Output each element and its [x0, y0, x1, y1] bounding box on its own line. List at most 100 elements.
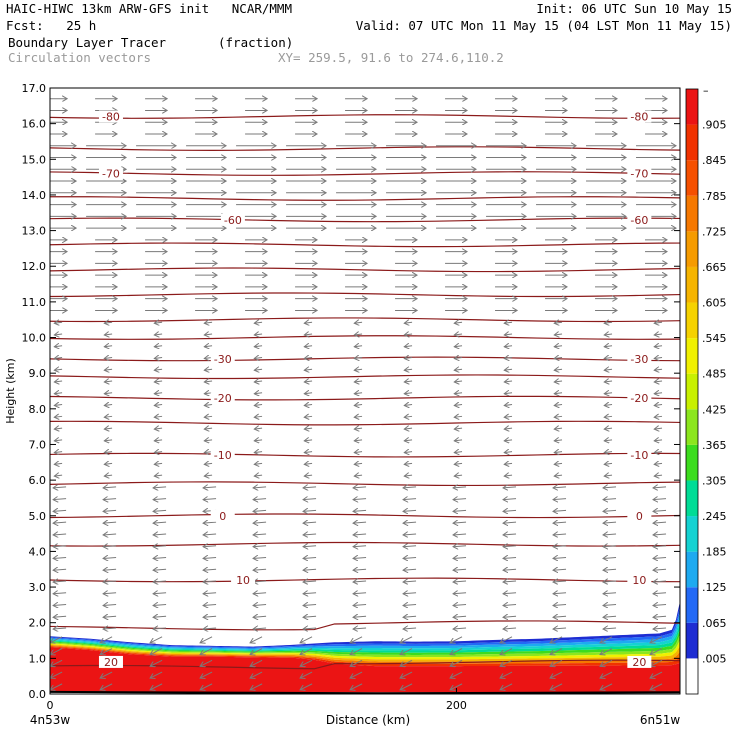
vector-arrow: [554, 452, 563, 453]
vector-arrow: [454, 463, 463, 464]
vector-arrow: [303, 499, 317, 500]
vector-arrow: [354, 475, 363, 476]
vector-arrow: [204, 463, 213, 464]
vector-arrow: [504, 381, 513, 382]
vector-arrow: [454, 452, 463, 453]
vector-arrow: [153, 522, 167, 523]
vector-arrow: [653, 534, 667, 535]
vector-arrow: [553, 487, 567, 488]
vector-arrow: [104, 381, 113, 382]
contour-label: 20: [632, 656, 646, 669]
vector-arrow: [104, 428, 113, 429]
vector-arrow: [650, 648, 663, 655]
vector-arrow: [153, 593, 167, 594]
vector-arrow: [603, 522, 617, 523]
y-tick-label: 11.0: [22, 296, 47, 309]
vector-arrow: [254, 452, 263, 453]
colorbar-label: .005: [702, 652, 727, 665]
vector-arrow: [304, 346, 313, 347]
vector-arrow: [303, 628, 317, 629]
vector-arrow: [650, 659, 663, 666]
colorbar-segment: [686, 89, 698, 125]
colorbar-label: .545: [702, 332, 727, 345]
vector-arrow: [403, 581, 417, 582]
vector-arrow: [603, 557, 617, 558]
vector-arrow: [254, 334, 263, 335]
vector-arrow: [104, 357, 113, 358]
vector-arrow: [654, 452, 663, 453]
vector-arrow: [103, 510, 117, 511]
vector-arrow: [53, 522, 67, 523]
vector-arrow: [100, 636, 113, 643]
vector-arrow: [53, 557, 67, 558]
vector-arrow: [550, 648, 563, 655]
vector-arrow: [304, 393, 313, 394]
vector-arrow: [404, 440, 413, 441]
vector-arrow: [204, 405, 213, 406]
vector-arrow: [404, 405, 413, 406]
vector-arrow: [454, 322, 463, 323]
vector-arrow: [153, 510, 167, 511]
contour-label: -20: [630, 392, 648, 405]
vector-arrow: [254, 369, 263, 370]
vector-arrow: [154, 322, 163, 323]
vector-arrow: [503, 569, 517, 570]
vector-arrow: [553, 510, 567, 511]
vector-arrow: [504, 334, 513, 335]
colorbar-label: .365: [702, 439, 727, 452]
vector-arrow: [603, 628, 617, 629]
vector-arrow: [653, 593, 667, 594]
contour-label-bg: [98, 167, 123, 180]
vector-arrow: [303, 581, 317, 582]
vector-arrow: [604, 416, 613, 417]
contour-line: [50, 420, 680, 426]
vector-arrow: [504, 428, 513, 429]
colorbar-segment: [686, 409, 698, 445]
vector-arrow: [654, 346, 663, 347]
vector-arrow: [653, 546, 667, 547]
vector-arrow: [250, 636, 263, 643]
colorbar-label: .485: [702, 368, 727, 381]
colorbar-segment: [686, 622, 698, 659]
vector-arrow: [353, 546, 367, 547]
contour-line: [50, 317, 680, 323]
vector-arrow: [354, 463, 363, 464]
vector-arrow: [654, 357, 663, 358]
vector-arrow: [550, 683, 563, 690]
vector-arrow: [504, 346, 513, 347]
vector-arrow: [454, 475, 463, 476]
contour-label: -30: [630, 353, 648, 366]
temperature-contours: [50, 114, 680, 670]
xy-range: XY= 259.5, 91.6 to 274.6,110.2: [278, 50, 504, 65]
vector-arrow: [353, 569, 367, 570]
vector-arrow: [153, 605, 167, 606]
vector-arrow: [350, 683, 363, 690]
x-axis: 0 200: [47, 688, 467, 712]
vector-arrow: [304, 334, 313, 335]
vector-arrow: [654, 405, 663, 406]
colorbar-label: .605: [702, 297, 727, 310]
vector-arrow: [154, 405, 163, 406]
vector-arrow: [403, 522, 417, 523]
contour-label-bg: [98, 110, 123, 123]
vector-arrow: [203, 616, 217, 617]
vector-arrow: [54, 440, 63, 441]
vector-arrow: [654, 334, 663, 335]
vector-arrow: [553, 557, 567, 558]
vector-arrow: [200, 683, 213, 690]
vector-arrow: [104, 416, 113, 417]
contour-label-bg: [98, 655, 123, 668]
vector-arrow: [604, 346, 613, 347]
vector-arrow: [254, 346, 263, 347]
vector-arrow: [353, 487, 367, 488]
vector-arrow: [653, 616, 667, 617]
vector-arrow: [354, 440, 363, 441]
vector-arrow: [54, 416, 63, 417]
x-start-label: 4n53w: [30, 713, 71, 727]
vector-arrow: [353, 581, 367, 582]
vector-arrow: [203, 546, 217, 547]
y-axis-label: Height (km): [4, 358, 17, 424]
contour-label-bg: [210, 449, 235, 462]
vector-arrow: [303, 510, 317, 511]
field-name: Boundary Layer Tracer: [8, 35, 167, 50]
